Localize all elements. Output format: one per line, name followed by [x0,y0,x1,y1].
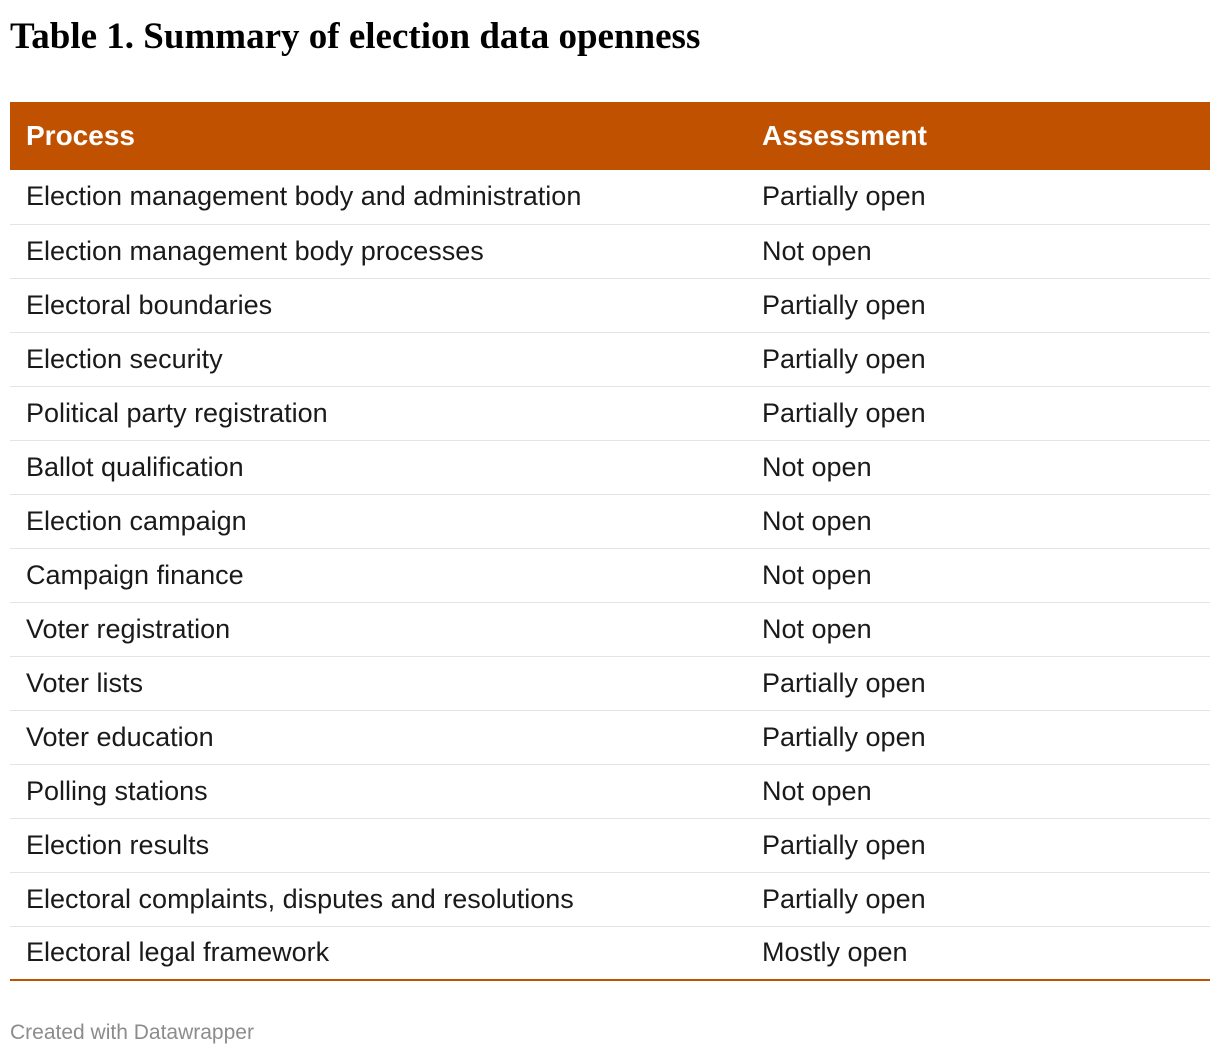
assessment-cell: Partially open [746,818,1210,873]
assessment-cell: Not open [746,224,1210,279]
table-row: Electoral boundaries Partially open [10,278,1210,333]
process-cell: Election campaign [10,494,746,549]
table-row: Election campaign Not open [10,494,1210,549]
table-row: Election management body processes Not op… [10,224,1210,279]
process-cell: Voter education [10,710,746,765]
assessment-cell: Not open [746,548,1210,603]
data-table-container: Process Assessment Election management b… [10,102,1210,981]
table-row: Election management body and administrat… [10,170,1210,225]
table-header: Process Assessment [10,102,1210,170]
data-table: Process Assessment Election management b… [10,102,1210,981]
process-cell: Ballot qualification [10,440,746,495]
process-cell: Election management body and administrat… [10,170,746,225]
column-header-assessment[interactable]: Assessment [746,102,1210,170]
table-row: Election security Partially open [10,332,1210,387]
assessment-cell: Partially open [746,170,1210,225]
assessment-cell: Partially open [746,872,1210,927]
process-cell: Electoral complaints, disputes and resol… [10,872,746,927]
process-cell: Election results [10,818,746,873]
assessment-cell: Partially open [746,710,1210,765]
table-row: Voter lists Partially open [10,656,1210,711]
table-row: Electoral complaints, disputes and resol… [10,872,1210,927]
process-cell: Polling stations [10,764,746,819]
assessment-cell: Partially open [746,656,1210,711]
table-row: Polling stations Not open [10,764,1210,819]
table-row: Campaign finance Not open [10,548,1210,603]
process-cell: Voter lists [10,656,746,711]
process-cell: Voter registration [10,602,746,657]
process-cell: Political party registration [10,386,746,441]
assessment-cell: Partially open [746,332,1210,387]
assessment-cell: Not open [746,494,1210,549]
assessment-cell: Mostly open [746,926,1210,981]
column-header-process[interactable]: Process [10,102,746,170]
assessment-cell: Not open [746,764,1210,819]
table-row: Election results Partially open [10,818,1210,873]
assessment-cell: Partially open [746,386,1210,441]
assessment-cell: Partially open [746,278,1210,333]
process-cell: Election security [10,332,746,387]
table-row: Ballot qualification Not open [10,440,1210,495]
assessment-cell: Not open [746,440,1210,495]
table-row: Political party registration Partially op… [10,386,1210,441]
process-cell: Campaign finance [10,548,746,603]
process-cell: Electoral boundaries [10,278,746,333]
table-row: Voter registration Not open [10,602,1210,657]
table-body: Election management body and administrat… [10,170,1210,981]
table-title: Table 1. Summary of election data openne… [10,16,701,57]
process-cell: Election management body processes [10,224,746,279]
header-row: Process Assessment [10,102,1210,170]
table-row: Electoral legal framework Mostly open [10,926,1210,981]
table-row: Voter education Partially open [10,710,1210,765]
process-cell: Electoral legal framework [10,926,746,981]
assessment-cell: Not open [746,602,1210,657]
datawrapper-credit: Created with Datawrapper [10,1021,254,1044]
